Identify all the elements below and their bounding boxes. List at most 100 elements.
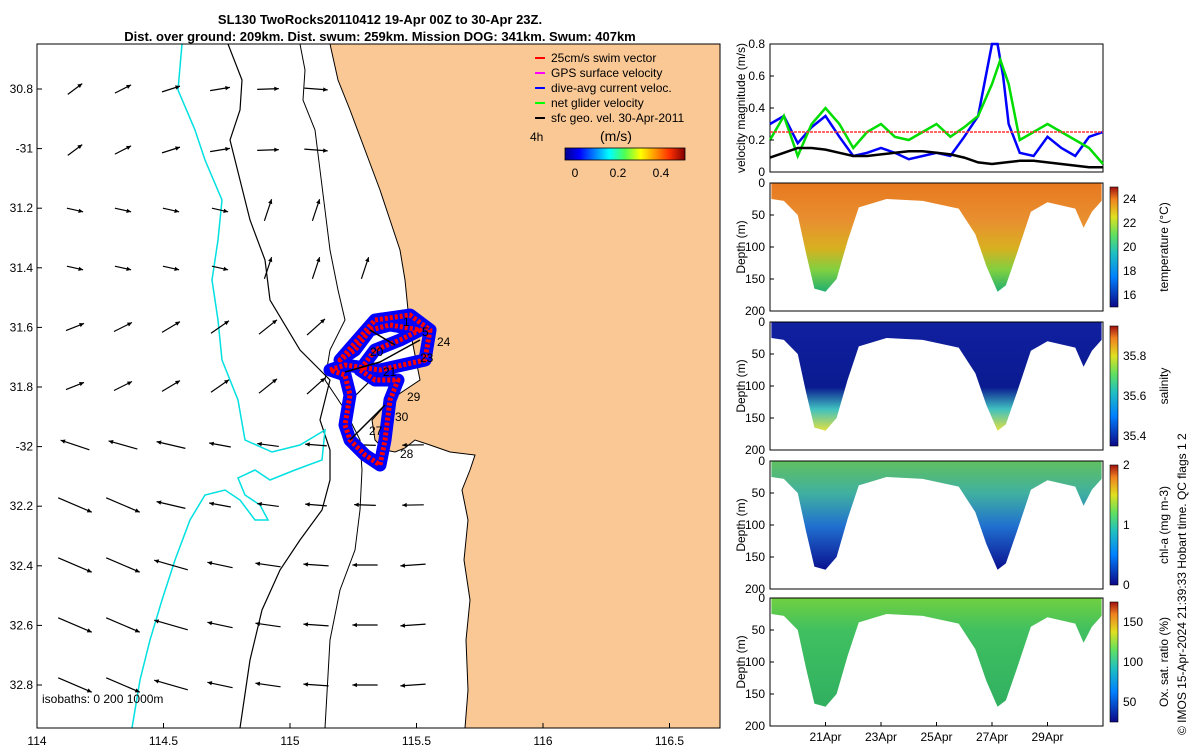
lat-ticks: 30.8 -31 31.2 31.4 31.6 31.8 -32 32.2 32.4 32.6 32… (10, 82, 42, 692)
vector-head (257, 441, 262, 447)
day-labels: 15 24 20 23 21 29 30 27 28 (369, 315, 451, 461)
velocity-ytick: 0.8 (748, 37, 765, 51)
depth-tick: 150 (745, 411, 765, 425)
velocity-vector (57, 497, 93, 513)
legend-item: GPS surface velocity (551, 66, 662, 80)
depth-ylabel: Depth (m) (734, 635, 748, 688)
vector-head (77, 144, 83, 150)
legend-item: 25cm/s swim vector (551, 51, 656, 65)
copyright-note: © IMOS 15-Apr-2024 21:39:33 Hobart time.… (1175, 433, 1189, 735)
time-label: 4h (530, 130, 543, 144)
colorbar-tick-label: 0 (572, 166, 579, 180)
colorbar-label: chl-a (mg m-3) (1157, 486, 1171, 564)
vector-head (303, 562, 309, 567)
time-axis-ticks: 21Apr 23Apr 25Apr 27Apr 29Apr (809, 722, 1064, 744)
map-frame (36, 43, 721, 729)
colorbar-label: Ox. sat. ratio (%) (1157, 617, 1171, 707)
map-land (330, 44, 720, 728)
velocity-ylabel: velocity magnitude (m/s) (734, 43, 748, 173)
colorbar-tick: 50 (1123, 695, 1137, 709)
profile-colorbar (1109, 464, 1119, 586)
velocity-vector (105, 557, 141, 573)
velocity-ytick: 0 (758, 165, 765, 179)
vector-head (224, 379, 229, 385)
lon-tick-label: 114.5 (149, 734, 178, 748)
lat-tick-label: 31.2 (10, 201, 34, 215)
colorbar-tick: 35.4 (1123, 429, 1147, 443)
vector-head (365, 257, 370, 263)
chart-title-line1: SL130 TwoRocks20110412 19-Apr 00Z to 30-… (217, 12, 543, 27)
temperature-panel: 0 50 100 150 200 Depth (m) 16 18 20 22 24 temperatu… (734, 176, 1171, 318)
depth-tick: 50 (752, 486, 766, 500)
velocity-vector (105, 497, 141, 513)
vector-head (77, 83, 83, 89)
velocity-panel: 0 0.2 0.4 0.6 0.8 velocity magnitude (m/s) (734, 37, 1104, 179)
profile-colorbar (1109, 325, 1119, 447)
vector-head (79, 323, 84, 328)
depth-tick: 150 (745, 272, 765, 286)
profile-colorbar (1109, 601, 1119, 723)
salinity-panel: 0 50 100 150 200 Depth (m) 35.4 35.6 35.8 salinit… (734, 315, 1171, 457)
vector-head (126, 208, 132, 213)
vector-head (400, 683, 406, 688)
day-label: 28 (400, 447, 414, 461)
vector-head (126, 266, 132, 271)
vector-head (352, 622, 357, 628)
vector-head (207, 681, 213, 686)
lat-tick-label: -31 (16, 142, 34, 156)
chla-panel: 0 50 100 150 200 Depth (m) 0 1 2 chl-a (mg m-3) (734, 454, 1171, 596)
vector-head (257, 501, 262, 507)
lon-tick-label: 115 (280, 734, 299, 748)
velocity-vector (57, 557, 93, 573)
depth-tick: 0 (758, 591, 765, 605)
colorbar-tick: 18 (1123, 264, 1137, 278)
timeseries-panels: 0 0.2 0.4 0.6 0.8 velocity magnitude (m/s) 0… (734, 37, 1189, 744)
coastline (329, 44, 476, 728)
lon-tick-label: 116.5 (655, 734, 684, 748)
depth-tick: 100 (745, 518, 765, 532)
vector-head (223, 208, 229, 213)
chart-title-line2: Dist. over ground: 209km. Dist. swum: 25… (124, 29, 636, 44)
colorbar-title: (m/s) (600, 128, 632, 144)
lat-tick-label: -32 (16, 440, 34, 454)
vector-head (323, 148, 328, 153)
depth-tick: 200 (745, 443, 765, 457)
velocity-ytick: 0.2 (748, 133, 765, 147)
vector-head (154, 619, 160, 624)
vector-head (79, 382, 84, 387)
colorbar-tick: 35.6 (1123, 389, 1147, 403)
day-label: 5 (422, 325, 429, 339)
vector-head (134, 688, 140, 693)
day-label: 27 (369, 424, 383, 438)
colorbar-tick: 22 (1123, 216, 1137, 230)
day-label: 29 (407, 390, 421, 404)
velocity-vector (154, 619, 188, 631)
vector-head (272, 319, 277, 325)
velocity-vector (156, 501, 186, 509)
lat-tick-label: 31.4 (10, 261, 34, 275)
vector-head (224, 320, 229, 326)
isobath-1000 (227, 44, 331, 728)
vector-head (400, 623, 406, 628)
profile-field (771, 598, 1102, 707)
vector-head (303, 622, 309, 627)
vector-head (86, 508, 92, 513)
legend-item: dive-avg current veloc. (551, 81, 672, 95)
lat-tick-label: 32.8 (10, 678, 34, 692)
vector-head (60, 439, 66, 444)
vector-head (255, 681, 261, 686)
velocity-vector (57, 617, 93, 633)
depth-tick: 0 (758, 176, 765, 190)
legend-item: net glider velocity (551, 96, 644, 110)
day-label: 23 (420, 351, 434, 365)
time-tick-label: 21Apr (809, 730, 841, 744)
depth-ylabel: Depth (m) (734, 498, 748, 551)
vector-head (352, 682, 357, 688)
vector-head (175, 146, 180, 151)
vector-head (225, 85, 230, 91)
velocity-series-line (769, 42, 1104, 161)
vector-head (305, 502, 310, 507)
legend-item: sfc geo. vel. 30-Apr-2011 (551, 111, 685, 125)
velocity-vector (60, 439, 90, 451)
vector-head (127, 381, 132, 386)
